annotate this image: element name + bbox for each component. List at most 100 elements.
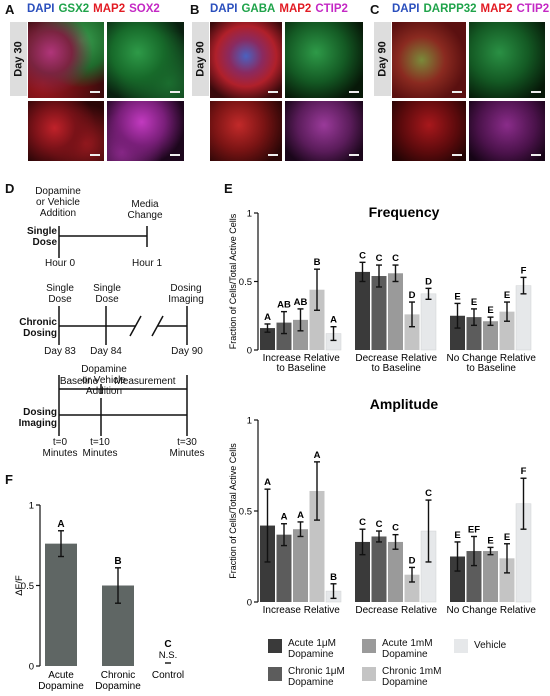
significance-letter: C	[164, 639, 171, 650]
legend-swatch-chronic-1um	[268, 667, 282, 681]
y-tick-label: 0.5	[21, 581, 34, 592]
significance-letter: C	[392, 253, 399, 264]
group-label: to Baseline	[277, 363, 327, 374]
stain-title-c: DAPI DARPP32 MAP2 CTIP2	[392, 3, 550, 15]
panel-letter-f: F	[5, 472, 13, 487]
bar	[466, 317, 482, 350]
y-tick-label: 0	[247, 346, 252, 357]
significance-letter: A	[264, 477, 271, 488]
significance-letter: A	[264, 312, 271, 323]
y-tick-label: 0	[29, 662, 34, 673]
bar	[388, 541, 403, 602]
micrograph-b-merge	[210, 22, 282, 98]
micrograph-a-green	[107, 22, 184, 98]
y-axis-label: Fraction of Cells/Total Active Cells	[228, 213, 238, 349]
category-label: Control	[152, 670, 184, 681]
group-label: No Change Relative	[447, 353, 537, 364]
bar	[293, 529, 308, 602]
significance-letter: A	[281, 512, 288, 523]
panel-letter-e: E	[224, 181, 233, 196]
day-label-b: Day 90	[192, 22, 209, 96]
imaging-label: Dosing Imaging	[18, 407, 57, 429]
group-label: No Change Relative	[447, 605, 537, 615]
day-label-c: Day 90	[374, 22, 391, 96]
significance-letter: C	[359, 517, 366, 528]
significance-letter: B	[330, 572, 337, 583]
significance-letter: F	[521, 265, 527, 276]
stain-map2: MAP2	[93, 3, 126, 15]
chronic-break-2	[151, 315, 164, 337]
legend-swatch-chronic-1mm	[362, 667, 376, 681]
chronic-t1: Single Dose	[46, 283, 74, 305]
day-label-a: Day 30	[10, 22, 27, 96]
imaging-t10: t=10 Minutes	[82, 437, 118, 459]
imaging-t30: t=30 Minutes	[169, 437, 205, 459]
significance-letter: A	[297, 510, 304, 521]
bar	[276, 534, 292, 602]
chronic-t3: Dosing Imaging	[168, 283, 204, 305]
category-label: Dopamine	[95, 681, 141, 692]
significance-letter: A	[57, 519, 64, 530]
bar	[293, 319, 308, 350]
stain-title-a: DAPI GSX2 MAP2 SOX2	[27, 3, 164, 15]
y-tick-label: 0.5	[239, 277, 252, 288]
chart-amplitude: Amplitude 0 0.5 1 Fraction of Cells/Total Ac…	[228, 396, 537, 615]
stain-map2: MAP2	[480, 3, 513, 15]
imaging-top: Dopamine or Vehicle Addition	[81, 364, 127, 397]
significance-letter: AB	[294, 297, 308, 308]
bar	[276, 322, 292, 350]
y-tick-label: 1	[29, 501, 34, 512]
group-label: Decrease Relative	[355, 353, 437, 364]
y-tick-label: 0	[247, 598, 252, 609]
legend-swatch-acute-1mm	[362, 639, 376, 653]
significance-letter: AB	[277, 300, 291, 311]
bar	[515, 285, 532, 351]
category-label: Dopamine	[38, 681, 84, 692]
legend-swatch-vehicle	[454, 639, 468, 653]
micrograph-b-red	[210, 101, 282, 161]
significance-letter: D	[425, 276, 432, 287]
micrograph-a-red	[28, 101, 104, 161]
stain-dapi: DAPI	[392, 3, 420, 15]
stain-title-b: DAPI GABA MAP2 CTIP2	[210, 3, 352, 15]
bar	[420, 293, 437, 351]
legend-label-acute-1mm: Acute 1mM Dopamine	[382, 638, 433, 660]
micrograph-b-magenta	[285, 101, 363, 161]
y-axis-label: ΔF/F	[14, 575, 25, 596]
stain-map2: MAP2	[279, 3, 312, 15]
chronic-break-1	[129, 315, 142, 337]
legend-label-vehicle: Vehicle	[474, 640, 507, 651]
stain-gaba: GABA	[241, 3, 276, 15]
group-label: Increase Relative	[263, 605, 341, 615]
chronic-t2: Single Dose	[93, 283, 121, 305]
micrograph-a-merge	[28, 22, 104, 98]
bar	[466, 551, 482, 602]
significance-letter: D	[409, 555, 416, 566]
stain-ctip2: CTIP2	[315, 3, 348, 15]
bar	[499, 311, 515, 350]
bar	[388, 273, 403, 350]
chronic-day90: Day 90	[171, 346, 203, 357]
bar	[404, 314, 420, 350]
category-label: Acute	[48, 670, 74, 681]
stain-darpp32: DARPP32	[423, 3, 477, 15]
bar	[309, 490, 325, 602]
significance-letter: E	[454, 291, 460, 302]
bar	[499, 558, 515, 602]
significance-letter: E	[487, 305, 493, 316]
chronic-label: Chronic Dosing	[19, 317, 57, 339]
significance-letter: C	[376, 519, 383, 530]
significance-letter: E	[487, 535, 493, 546]
micrograph-c-merge	[392, 22, 466, 98]
significance-letter: E	[454, 530, 460, 541]
bar	[404, 574, 420, 602]
single-dose-hour0: Hour 0	[44, 258, 75, 269]
micrograph-c-magenta	[469, 101, 545, 161]
stain-sox2: SOX2	[129, 3, 160, 15]
bar	[483, 551, 498, 602]
group-label: Increase Relative	[263, 353, 341, 364]
panel-letter-c: C	[370, 2, 380, 17]
imaging-measurement: Measurement	[114, 376, 176, 387]
bar	[260, 328, 275, 350]
